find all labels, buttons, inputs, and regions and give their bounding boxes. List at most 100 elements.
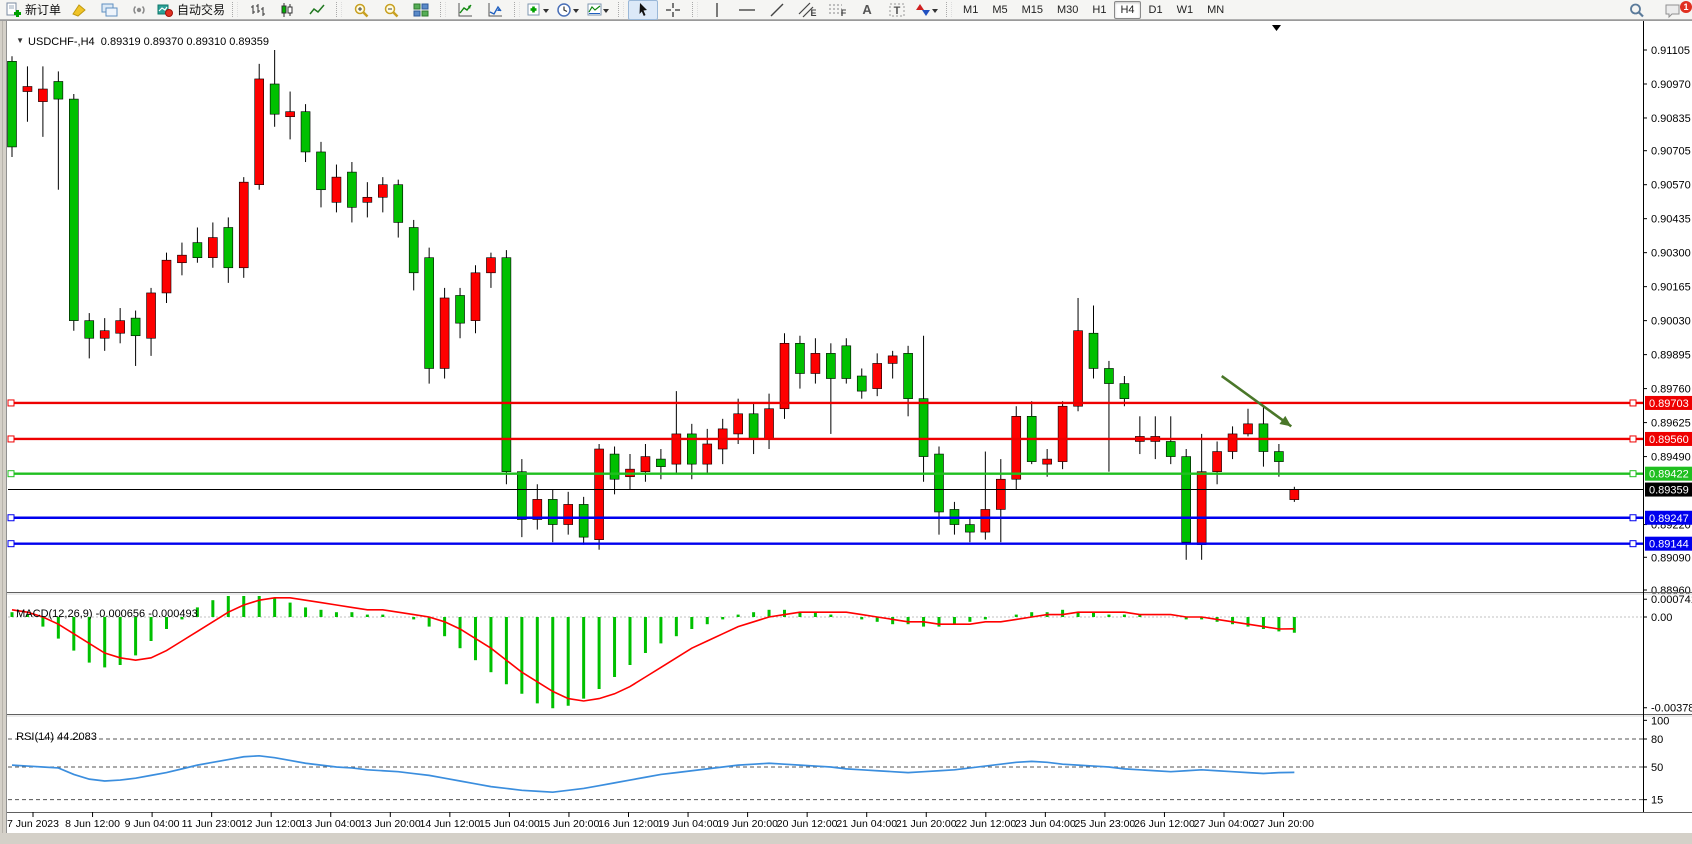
zoom-out-icon — [384, 3, 398, 17]
line-handle — [1629, 470, 1637, 478]
indicator-window-icon — [488, 2, 503, 16]
cursor-button[interactable] — [628, 0, 659, 20]
dropdown-caret-icon — [573, 8, 580, 13]
candle — [69, 98, 79, 321]
chat-bubble-icon — [1665, 4, 1680, 18]
text-label-tool[interactable]: T — [882, 0, 912, 20]
candle — [486, 257, 496, 274]
auto-trading-button[interactable]: 自动交易 — [154, 0, 228, 20]
timeframe-h1[interactable]: H1 — [1092, 3, 1107, 16]
timeframe-mn[interactable]: MN — [1207, 3, 1225, 16]
candle — [609, 453, 620, 480]
candle — [1196, 471, 1207, 545]
rsi-name: RSI(14) — [16, 731, 55, 743]
timeframe-m30[interactable]: M30 — [1057, 3, 1079, 16]
macd-label: MACD(12,26,9) -0.000656 -0.000493 — [10, 596, 198, 620]
terminal-icon — [101, 3, 118, 16]
candlestick-chart-button[interactable] — [272, 0, 302, 20]
chart-profile-icon — [72, 3, 86, 17]
horizontal-line-icon — [739, 8, 756, 11]
candle — [254, 78, 264, 185]
svg-text:0.89560: 0.89560 — [1649, 434, 1689, 446]
svg-text:15: 15 — [1651, 795, 1663, 807]
line-chart-button[interactable] — [302, 0, 332, 20]
tile-windows-button[interactable] — [406, 0, 436, 20]
candle — [192, 242, 203, 258]
vertical-line-tool[interactable] — [702, 0, 732, 20]
notifications-button[interactable]: 1 — [1658, 0, 1692, 20]
rsi-pane: 100 80 50 15 — [8, 715, 1669, 807]
candle — [779, 342, 790, 410]
symbol-dropdown-icon[interactable]: ▼ — [16, 36, 25, 45]
crosshair-button[interactable] — [658, 0, 688, 20]
indicators-button[interactable] — [450, 0, 480, 20]
signal-icon — [132, 5, 145, 14]
candle — [300, 111, 311, 153]
candle — [671, 433, 682, 465]
candle — [918, 398, 929, 457]
add-indicator-button[interactable] — [524, 0, 554, 20]
periods-button[interactable] — [554, 0, 584, 20]
svg-text:13 Jun 04:00: 13 Jun 04:00 — [300, 818, 361, 830]
candle — [455, 295, 465, 324]
price-axis[interactable]: 0.91105 0.90970 0.90835 0.90705 0.90570 0.904… — [1643, 45, 1691, 597]
candle — [38, 88, 48, 102]
notification-badge: 1 — [1680, 1, 1692, 13]
search-button[interactable] — [1622, 0, 1652, 20]
timeframe-m1[interactable]: M1 — [963, 3, 979, 16]
terminal-button[interactable] — [94, 0, 124, 20]
line-handle — [7, 399, 15, 407]
rsi-line — [11, 754, 1295, 794]
annotation-arrow[interactable] — [1220, 374, 1293, 428]
indicators-icon — [458, 2, 473, 16]
svg-text:0.00: 0.00 — [1651, 612, 1672, 624]
trendline-icon — [770, 3, 784, 16]
timeframe-w1[interactable]: W1 — [1176, 3, 1194, 16]
bar-chart-button[interactable] — [242, 0, 272, 20]
svg-text:0.89247: 0.89247 — [1649, 513, 1689, 525]
arrows-tool[interactable] — [912, 0, 942, 20]
chart-shift-icon[interactable] — [1272, 25, 1281, 31]
candle — [1057, 405, 1068, 462]
chart-profile-button[interactable] — [64, 0, 94, 20]
svg-text:27 Jun 04:00: 27 Jun 04:00 — [1194, 818, 1255, 830]
new-order-button[interactable]: 新订单 — [2, 0, 64, 20]
dropdown-caret-icon — [603, 8, 610, 13]
svg-text:0.89359: 0.89359 — [1649, 485, 1689, 497]
zoom-in-button[interactable] — [346, 0, 376, 20]
svg-text:80: 80 — [1651, 734, 1663, 746]
svg-text:9 Jun 04:00: 9 Jun 04:00 — [125, 818, 180, 830]
indicator-window-button[interactable] — [480, 0, 510, 20]
level-price-label — [1645, 510, 1692, 525]
line-handle — [1629, 540, 1637, 548]
zoom-out-button[interactable] — [376, 0, 406, 20]
toolbar-separator — [946, 2, 953, 17]
templates-button[interactable] — [584, 0, 614, 20]
candle — [1042, 458, 1052, 465]
signal-button[interactable] — [124, 0, 154, 20]
line-handle — [7, 470, 15, 478]
candle — [733, 413, 743, 435]
svg-text:11 Jun 23:00: 11 Jun 23:00 — [182, 818, 242, 830]
horizontal-line-tool[interactable] — [732, 0, 762, 20]
timeframe-h4[interactable]: H4 — [1114, 0, 1141, 19]
timeframe-d1[interactable]: D1 — [1148, 3, 1163, 16]
time-axis[interactable]: 7 Jun 2023 8 Jun 12:00 9 Jun 04:00 11 Jun 2… — [7, 812, 1314, 830]
equidistant-channel-tool[interactable]: E — [792, 0, 822, 20]
trendline-tool[interactable] — [762, 0, 792, 20]
candle — [424, 257, 434, 369]
timeframe-m5[interactable]: M5 — [992, 3, 1008, 16]
svg-text:25 Jun 23:00: 25 Jun 23:00 — [1075, 818, 1136, 830]
timeframe-m15[interactable]: M15 — [1021, 3, 1043, 16]
fibonacci-tool[interactable]: F — [822, 0, 852, 20]
candle — [177, 254, 187, 264]
svg-text:0.89703: 0.89703 — [1649, 398, 1689, 410]
text-tool[interactable]: A — [852, 0, 882, 20]
candle — [1073, 330, 1083, 407]
candle — [810, 353, 821, 374]
candle — [841, 345, 852, 379]
candle — [269, 83, 280, 115]
level-lines[interactable]: 0.89703 0.89560 0.89422 0.89247 0.89144 — [7, 395, 1692, 551]
candle — [99, 330, 110, 339]
